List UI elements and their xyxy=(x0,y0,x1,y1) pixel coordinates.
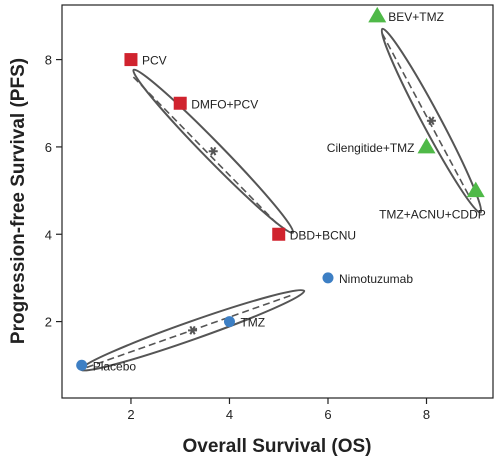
x-tick-label: 2 xyxy=(127,407,134,422)
label-tmz: TMZ xyxy=(240,316,265,330)
data-markers xyxy=(76,6,485,371)
point-dmfo-pcv xyxy=(173,96,187,110)
point-pcv xyxy=(124,53,138,67)
label-bev-tmz: BEV+TMZ xyxy=(388,10,444,24)
x-tick-label: 8 xyxy=(423,407,430,422)
cluster-center-star xyxy=(188,325,198,335)
label-pcv: PCV xyxy=(142,54,167,68)
cluster-center-star xyxy=(426,116,436,126)
point-tmz-acnu-cddp xyxy=(466,181,485,198)
x-axis-ticks: 2 4 6 8 xyxy=(127,398,430,422)
cluster-fit-line xyxy=(86,294,292,369)
label-placebo: Placebo xyxy=(93,359,137,373)
y-tick-label: 2 xyxy=(45,315,52,330)
cluster-ellipses xyxy=(79,27,483,372)
x-tick-label: 6 xyxy=(324,407,331,422)
label-dmfo-pcv: DMFO+PCV xyxy=(191,97,258,111)
point-cilengitide-tmz xyxy=(417,137,436,154)
point-labels: PCV DMFO+PCV DBD+BCNU BEV+TMZ Cilengitide+TM… xyxy=(93,10,486,373)
cluster-fit-line xyxy=(132,76,280,227)
label-cilengitide-tmz: Cilengitide+TMZ xyxy=(327,141,415,155)
label-dbd-bcnu: DBD+BCNU xyxy=(290,228,356,242)
point-tmz xyxy=(223,316,235,328)
y-axis-ticks: 2 4 6 8 xyxy=(45,53,62,330)
cluster-ellipse xyxy=(380,27,483,214)
y-axis-title: Progression-free Survival (PFS) xyxy=(8,58,29,344)
y-tick-label: 8 xyxy=(45,53,52,68)
cluster-2 xyxy=(380,27,483,214)
cluster-1 xyxy=(132,68,295,234)
point-placebo xyxy=(76,359,88,371)
label-nimotuzumab: Nimotuzumab xyxy=(339,272,413,286)
point-dbd-bcnu xyxy=(272,227,286,241)
x-axis-title: Overall Survival (OS) xyxy=(182,436,371,457)
cluster-ellipse xyxy=(132,68,295,234)
cluster-center-star xyxy=(208,146,218,156)
label-tmz-acnu-cddp: TMZ+ACNU+CDDP xyxy=(379,208,486,222)
x-tick-label: 4 xyxy=(226,407,233,422)
y-tick-label: 6 xyxy=(45,140,52,155)
cluster-fit-line xyxy=(381,33,472,200)
plot-frame xyxy=(61,4,494,399)
point-bev-tmz xyxy=(368,6,387,23)
y-tick-label: 4 xyxy=(45,227,52,242)
point-nimotuzumab xyxy=(322,272,334,284)
